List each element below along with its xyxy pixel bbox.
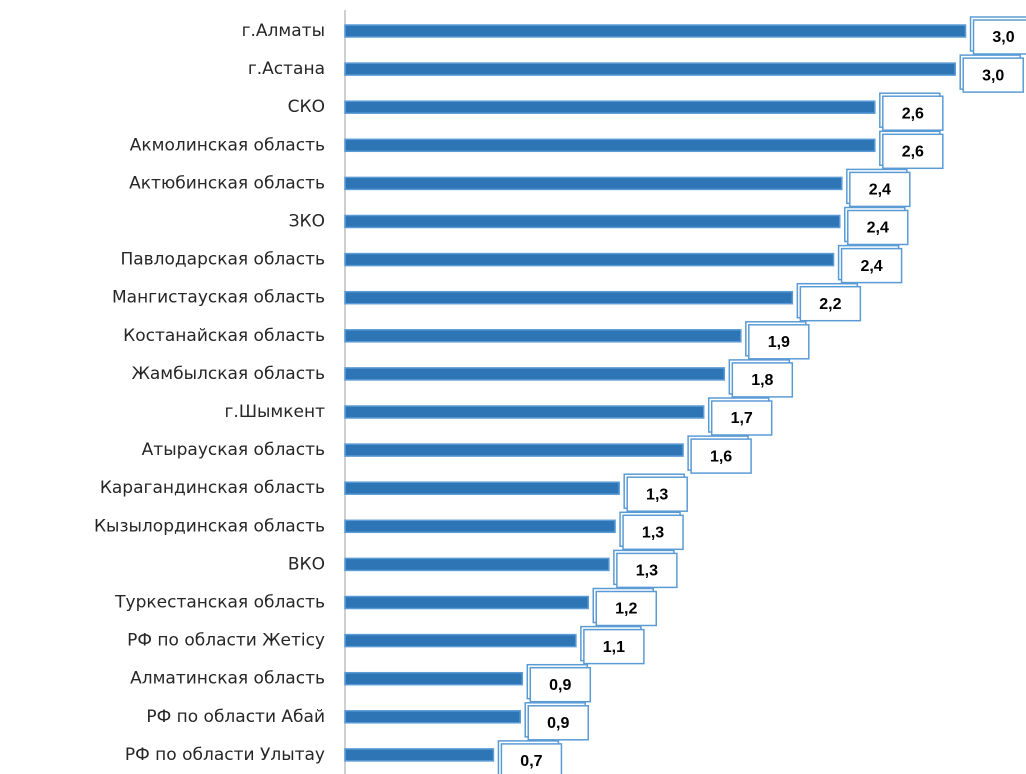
label-box: [882, 133, 944, 170]
y-tick-label: г.Астана: [248, 59, 325, 79]
y-tick-label: г.Алматы: [242, 21, 325, 41]
bar: [344, 405, 705, 419]
bar: [344, 710, 521, 724]
bar: [344, 138, 876, 153]
value-label: 1,3: [642, 525, 664, 542]
bar: [344, 24, 967, 38]
value-label: 2,2: [819, 296, 841, 313]
bar: [344, 329, 742, 343]
bar: [344, 367, 726, 381]
y-tick-label: Мангистауская область: [112, 288, 325, 308]
value-label: 1,3: [646, 486, 668, 503]
bar: [344, 481, 620, 495]
label-box: [626, 476, 688, 512]
y-tick-label: Атырауская область: [142, 440, 325, 460]
label-box: [972, 19, 1026, 55]
label-box: [690, 438, 752, 474]
label-box: [962, 57, 1024, 93]
bar: [344, 671, 524, 686]
y-tick-label: СКО: [288, 97, 325, 117]
label-box: [799, 285, 862, 322]
y-tick-label: Алматинская область: [130, 669, 325, 689]
value-label: 0,9: [549, 677, 571, 694]
label-box: [731, 362, 794, 398]
label-box: [595, 590, 658, 627]
value-label: 2,4: [867, 220, 889, 237]
label-box: [500, 743, 563, 774]
y-tick-label: Туркестанская область: [114, 593, 325, 613]
value-label: 3,0: [982, 67, 1004, 84]
y-tick-label: ВКО: [288, 554, 325, 574]
y-tick-label: Кызылординская область: [94, 516, 325, 536]
label-box: [583, 628, 645, 665]
y-tick-label: РФ по области Улытау: [125, 745, 325, 765]
value-label: 1,7: [731, 410, 753, 427]
y-tick-label: Карагандинская область: [100, 478, 325, 498]
value-label: 3,0: [992, 29, 1014, 46]
label-box: [527, 705, 589, 741]
bar: [344, 214, 841, 229]
value-label: 2,6: [902, 105, 924, 122]
bar: [344, 100, 876, 114]
bar: [344, 557, 610, 572]
bar: [344, 633, 577, 648]
bar: [344, 443, 684, 457]
value-label: 2,4: [860, 258, 882, 275]
label-box: [882, 95, 944, 131]
y-tick-label: Акмолинская область: [130, 135, 325, 155]
y-tick-label: Актюбинская область: [129, 173, 325, 193]
value-label: 1,8: [751, 372, 773, 389]
y-tick-label: Павлодарская область: [120, 250, 325, 270]
value-label: 1,3: [636, 563, 658, 580]
bar: [344, 595, 590, 610]
value-label: 2,4: [869, 182, 891, 199]
bar: [344, 519, 616, 534]
y-tick-label: РФ по области Жетісу: [127, 631, 325, 651]
bar: [344, 62, 956, 76]
label-box: [847, 209, 909, 246]
value-label: 1,6: [710, 448, 732, 465]
label-box: [622, 514, 684, 551]
y-tick-label: Жамбылская область: [132, 364, 325, 384]
value-label: 2,6: [902, 144, 924, 161]
value-label: 1,2: [615, 601, 637, 618]
label-box: [710, 400, 773, 436]
y-tick-label: ЗКО: [289, 212, 325, 232]
y-tick-label: Костанайская область: [123, 326, 325, 346]
label-box: [529, 666, 592, 703]
bar: [344, 176, 843, 191]
bar: [344, 252, 835, 267]
y-tick-label: г.Шымкент: [224, 402, 325, 422]
y-tick-label: РФ по области Абай: [146, 707, 325, 727]
value-label: 0,9: [547, 715, 569, 732]
label-box: [748, 324, 810, 360]
label-box: [616, 552, 678, 589]
label-box: [849, 171, 911, 208]
value-label: 0,7: [520, 753, 542, 770]
label-box: [840, 247, 903, 284]
bar: [344, 290, 794, 305]
bar: [344, 748, 495, 762]
value-label: 1,9: [768, 334, 790, 351]
value-label: 1,1: [603, 639, 625, 656]
